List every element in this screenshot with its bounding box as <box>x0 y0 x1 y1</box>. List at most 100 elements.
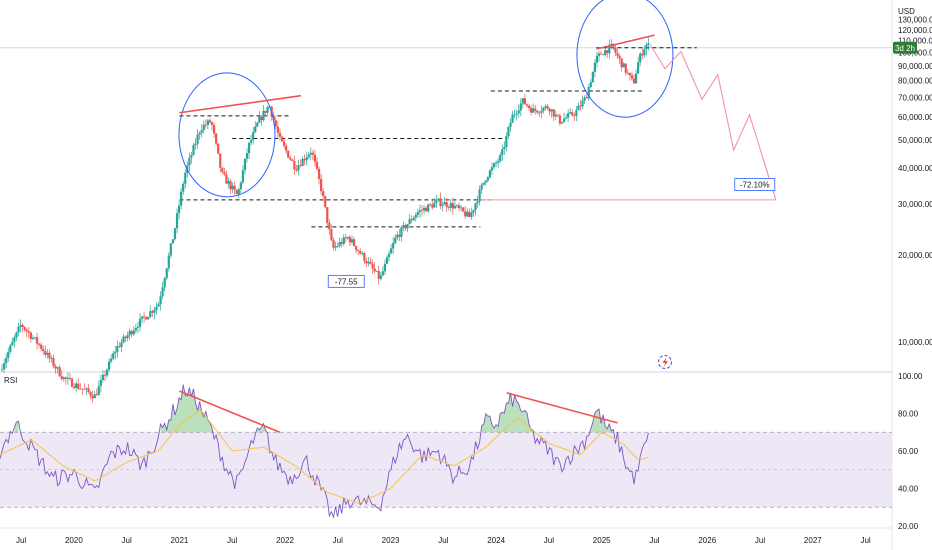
candle-body <box>206 120 210 125</box>
candle-body <box>359 251 362 254</box>
candle-body <box>145 317 148 320</box>
candle-body <box>422 207 426 211</box>
candle-body <box>19 324 22 327</box>
candle-body <box>610 43 613 45</box>
time-tick-label: 2027 <box>804 536 822 545</box>
candle-body <box>221 167 224 173</box>
candle-body <box>171 239 175 244</box>
candle-body <box>443 202 446 205</box>
price-axis[interactable]: 10,000.00 20,000.00 30,000.00 40,000.00 50,0… <box>898 16 932 347</box>
time-tick-label: 2024 <box>487 536 505 545</box>
candle-body <box>149 311 152 317</box>
candle-body <box>431 204 434 208</box>
candle-body <box>410 219 413 221</box>
candle-body <box>593 62 596 72</box>
candle-body <box>219 153 222 168</box>
candle-body <box>534 108 537 111</box>
candle-body <box>608 44 611 54</box>
candle-body <box>299 165 302 167</box>
candle-body <box>383 263 387 272</box>
candle-body <box>501 149 504 155</box>
candle-body <box>427 204 430 212</box>
candle-body <box>15 332 18 338</box>
candle-body <box>289 157 292 160</box>
candle-body <box>0 369 4 371</box>
time-tick-label: Jul <box>649 536 659 545</box>
candle-body <box>567 113 570 118</box>
candle-body <box>507 126 510 136</box>
candle-body <box>142 316 146 318</box>
candle-body <box>99 380 102 387</box>
candle-body <box>542 107 545 112</box>
candle-body <box>58 367 61 377</box>
candle-body <box>523 98 527 105</box>
price-tick-label: 130,000.00 <box>898 16 932 25</box>
candle-body <box>23 327 26 330</box>
time-tick-label: Jul <box>544 536 554 545</box>
candle-body <box>519 103 522 111</box>
candle-body <box>301 158 304 167</box>
candle-body <box>453 205 457 209</box>
candle-body <box>118 346 121 347</box>
candle-body <box>317 168 321 179</box>
candle-body <box>332 240 335 248</box>
candle-body <box>138 318 142 327</box>
candle-body <box>245 153 249 159</box>
candle-body <box>408 219 411 225</box>
candle-body <box>529 108 533 113</box>
time-tick-label: Jul <box>860 536 870 545</box>
candle-body <box>38 343 41 345</box>
candle-body <box>233 185 236 190</box>
candle-body <box>564 117 568 119</box>
candle-body <box>336 245 339 247</box>
candle-body <box>556 114 559 116</box>
candle-body <box>626 72 629 74</box>
candle-body <box>634 73 638 84</box>
candle-body <box>517 110 520 114</box>
tradingview-lightning-icon[interactable] <box>657 354 673 370</box>
time-tick-label: 2025 <box>593 536 611 545</box>
candle-body <box>225 174 228 184</box>
candle-body <box>190 155 193 158</box>
candle-body <box>589 82 592 88</box>
candle-body <box>369 261 372 264</box>
candle-body <box>140 316 144 319</box>
rsi-axis[interactable]: 20.00 40.00 60.00 80.00 100.00 <box>0 372 923 531</box>
candle-body <box>177 205 181 214</box>
rsi-trendline <box>179 390 281 433</box>
candle-body <box>416 212 419 215</box>
candle-body <box>9 345 12 352</box>
candle-body <box>262 110 265 121</box>
candle-body <box>254 126 257 132</box>
candle-body <box>124 336 127 339</box>
candle-body <box>25 329 28 332</box>
rsi-indicator-label[interactable]: RSI <box>4 376 17 385</box>
candle-body <box>97 386 100 396</box>
candle-body <box>81 388 84 390</box>
price-tick-label: 40,000.00 <box>898 164 932 173</box>
candle-body <box>182 183 185 192</box>
candle-body <box>46 352 49 355</box>
candle-body <box>73 386 76 389</box>
candle-body <box>367 261 370 264</box>
candle-body <box>112 353 115 359</box>
candle-body <box>103 374 107 376</box>
currency-label: USD <box>898 7 915 16</box>
candle-body <box>60 376 63 380</box>
candle-body <box>387 253 391 258</box>
candle-body <box>320 178 323 192</box>
candle-body <box>278 132 282 137</box>
candle-body <box>562 118 566 123</box>
candle-body <box>540 111 543 113</box>
candle-body <box>274 120 277 127</box>
candle-body <box>334 246 337 248</box>
candle-body <box>451 203 454 209</box>
candle-body <box>361 253 364 254</box>
candle-body <box>66 377 70 379</box>
candle-body <box>132 330 135 335</box>
candle-body <box>42 348 45 352</box>
candle-body <box>180 191 183 206</box>
time-axis[interactable]: Jul 2020 Jul 2021 Jul 2022 Jul 2023 Jul 2024 Jul 20… <box>16 536 871 545</box>
candle-body <box>591 71 594 83</box>
